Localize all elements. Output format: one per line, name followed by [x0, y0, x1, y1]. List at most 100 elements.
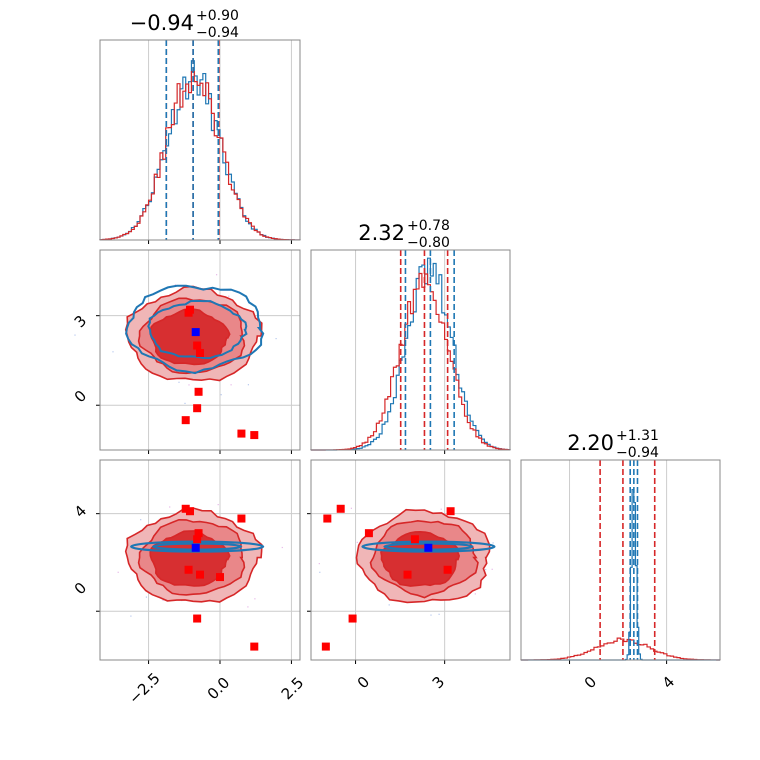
hist-series-a: [310, 272, 511, 451]
sample-point: [247, 606, 249, 608]
truth-marker: [191, 328, 200, 337]
sample-point: [247, 384, 249, 386]
marker-point: [184, 565, 193, 574]
sample-point: [430, 614, 432, 616]
col1-x-tick-labels: 0 3: [354, 673, 448, 692]
sample-point: [492, 542, 494, 544]
marker-point: [193, 535, 202, 544]
row2-y-tick-labels: 4 0: [71, 502, 90, 598]
marker-point: [403, 570, 412, 579]
scatter-p0-p2: [96, 459, 301, 664]
marker-point: [250, 431, 259, 440]
title-p0: −0.94 +0.90−0.94: [130, 8, 239, 41]
title-minus: −0.94: [616, 445, 659, 461]
sample-point: [220, 394, 222, 396]
sample-point: [188, 384, 190, 386]
axes-frame: [99, 249, 301, 451]
row1-y-tick-labels: 3 0: [71, 312, 90, 406]
sample-point: [145, 596, 147, 598]
sample-point: [162, 599, 164, 601]
col2-x-tick-labels: 0 4: [581, 673, 678, 692]
sample-point: [388, 604, 390, 606]
marker-point: [250, 642, 259, 651]
marker-point: [196, 348, 204, 357]
sample-point: [117, 571, 119, 573]
sample-point: [140, 519, 142, 521]
sample-point: [254, 598, 256, 600]
hist-series-b: [521, 488, 720, 661]
marker-point: [321, 642, 330, 651]
marker-point: [323, 514, 332, 523]
sample-point: [474, 593, 476, 595]
title-minus: −0.80: [407, 235, 450, 251]
marker-point: [443, 565, 452, 574]
tick-label: 2.5: [278, 674, 308, 704]
marker-point: [446, 507, 455, 516]
sample-point: [275, 338, 277, 340]
marker-point: [184, 308, 193, 317]
sample-point: [228, 295, 230, 297]
sample-point: [216, 274, 218, 276]
scatter-p1-p2: [307, 459, 511, 664]
tick-label: 0.0: [204, 674, 234, 704]
marker-point: [348, 614, 357, 623]
marker-point: [196, 570, 204, 579]
tick-label: 3: [429, 673, 448, 692]
tick-label: 0: [71, 387, 90, 406]
sample-point: [485, 569, 487, 571]
sample-point: [356, 541, 358, 543]
sample-point: [350, 507, 352, 509]
hist-series-b: [311, 257, 511, 451]
sample-point: [440, 508, 442, 510]
contour-inner-b: [147, 299, 248, 360]
truth-marker: [191, 543, 200, 552]
sample-point: [178, 381, 180, 383]
truth-marker: [424, 543, 433, 552]
title-value: −0.94: [130, 11, 194, 35]
sample-point: [438, 613, 440, 615]
title-plus: +1.31: [616, 428, 659, 444]
marker-point: [181, 504, 190, 513]
hist-series-a: [520, 637, 721, 661]
marker-point: [237, 429, 246, 438]
title-value: 2.20: [567, 431, 614, 455]
tick-label: 4: [71, 502, 90, 521]
sample-point: [319, 571, 321, 573]
title-value: 2.32: [358, 221, 405, 245]
tick-label: 4: [659, 673, 678, 692]
marker-point: [237, 514, 246, 523]
marker-point: [410, 535, 419, 544]
tick-label: 0: [354, 673, 373, 692]
sample-point: [74, 334, 76, 336]
tick-label: 3: [71, 312, 90, 331]
sample-point: [174, 284, 176, 286]
sample-point: [130, 615, 132, 617]
sample-point: [491, 568, 493, 570]
hist-p2: [520, 459, 721, 664]
marker-point: [364, 529, 373, 538]
sample-point: [112, 351, 114, 353]
contour-outer-b: [125, 284, 265, 375]
marker-point: [193, 341, 202, 350]
title-p1: 2.32 +0.78−0.80: [358, 218, 450, 251]
tick-label: −2.5: [125, 669, 163, 707]
sample-point: [281, 546, 283, 549]
axes-frame: [310, 459, 511, 661]
sample-point: [318, 563, 320, 565]
sample-point: [169, 506, 171, 508]
tick-label: 0: [581, 673, 600, 692]
axes-frame: [99, 459, 301, 661]
sample-point: [184, 402, 186, 404]
hist-series-a: [99, 71, 301, 241]
marker-point: [193, 404, 202, 413]
title-plus: +0.90: [196, 8, 239, 24]
marker-point: [216, 573, 224, 582]
axes-frame: [520, 459, 721, 661]
marker-point: [336, 504, 345, 513]
sample-point: [217, 504, 219, 506]
marker-point: [194, 387, 203, 396]
sample-point: [230, 384, 232, 386]
axes-frame: [310, 249, 511, 451]
hist-p1: [310, 249, 511, 454]
marker-point: [181, 416, 190, 425]
